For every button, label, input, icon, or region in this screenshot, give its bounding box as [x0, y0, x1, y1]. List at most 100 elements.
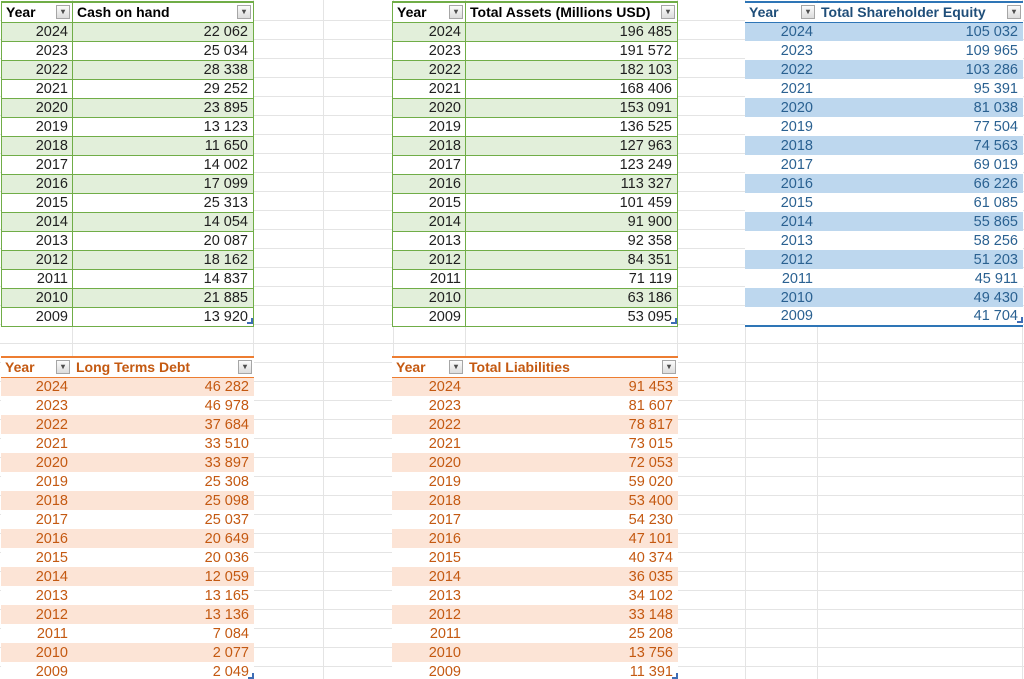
year-cell[interactable]: 2013 [35, 587, 68, 604]
year-cell[interactable]: 2021 [428, 435, 461, 452]
value-cell[interactable]: 123 249 [465, 154, 678, 175]
year-cell[interactable]: 2012 [745, 250, 817, 269]
value-cell[interactable]: 69 019 [973, 156, 1018, 173]
value-cell[interactable]: 36 035 [465, 567, 678, 586]
year-cell[interactable]: 2017 [392, 154, 466, 175]
year-cell[interactable]: 2016 [392, 529, 465, 548]
year-cell[interactable]: 2021 [35, 435, 68, 452]
value-cell[interactable]: 53 400 [465, 491, 678, 510]
value-cell[interactable]: 81 607 [628, 397, 673, 414]
year-cell[interactable]: 2022 [1, 415, 72, 434]
value-cell[interactable]: 17 099 [72, 173, 254, 194]
year-cell[interactable]: 2017 [35, 511, 68, 528]
value-cell[interactable]: 21 885 [72, 287, 254, 308]
year-cell[interactable]: 2024 [1, 377, 72, 396]
filter-dropdown-button[interactable]: ▾ [449, 360, 463, 375]
value-cell[interactable]: 14 002 [72, 154, 254, 175]
year-header-cell[interactable]: Year ▾ [392, 357, 465, 378]
value-cell[interactable]: 22 062 [72, 21, 254, 42]
value-cell[interactable]: 13 136 [72, 605, 254, 624]
year-cell[interactable]: 2009 [428, 663, 461, 679]
value-cell[interactable]: 77 504 [973, 118, 1018, 135]
year-cell[interactable]: 2010 [392, 287, 466, 308]
year-cell[interactable]: 2009 [780, 308, 813, 324]
year-cell[interactable]: 2011 [36, 625, 68, 642]
year-cell[interactable]: 2022 [1, 59, 73, 80]
year-cell[interactable]: 2024 [745, 22, 817, 41]
value-cell[interactable]: 11 391 [465, 662, 678, 679]
value-cell[interactable]: 13 756 [465, 643, 678, 662]
year-cell[interactable]: 2022 [392, 415, 465, 434]
year-cell[interactable]: 2016 [745, 174, 817, 193]
value-cell[interactable]: 55 865 [817, 212, 1023, 231]
year-cell[interactable]: 2011 [781, 270, 813, 287]
value-cell[interactable]: 92 358 [465, 230, 678, 251]
year-cell[interactable]: 2023 [1, 40, 73, 61]
value-cell[interactable]: 2 049 [72, 662, 254, 679]
value-cell[interactable]: 84 351 [465, 249, 678, 270]
filter-dropdown-button[interactable]: ▾ [237, 5, 251, 20]
year-cell[interactable]: 2023 [780, 42, 813, 59]
value-cell[interactable]: 14 054 [72, 211, 254, 232]
year-header-cell[interactable]: Year ▾ [745, 2, 817, 23]
value-cell[interactable]: 63 186 [465, 287, 678, 308]
year-cell[interactable]: 2012 [392, 605, 465, 624]
value-cell[interactable]: 25 037 [204, 511, 249, 528]
year-cell[interactable]: 2017 [428, 511, 461, 528]
year-cell[interactable]: 2009 [35, 663, 68, 679]
value-cell[interactable]: 153 091 [465, 97, 678, 118]
year-cell[interactable]: 2016 [1, 173, 73, 194]
value-cell[interactable]: 49 430 [817, 288, 1023, 307]
value-cell[interactable]: 51 203 [817, 250, 1023, 269]
value-cell[interactable]: 25 308 [204, 473, 249, 490]
value-cell[interactable]: 196 485 [465, 21, 678, 42]
value-cell[interactable]: 47 101 [465, 529, 678, 548]
value-cell[interactable]: 78 817 [465, 415, 678, 434]
year-cell[interactable]: 2023 [392, 40, 466, 61]
year-cell[interactable]: 2015 [1, 192, 73, 213]
value-header-cell[interactable]: Total Liabilities ▾ [465, 357, 678, 378]
year-cell[interactable]: 2020 [1, 97, 73, 118]
value-cell[interactable]: 33 510 [204, 435, 249, 452]
filter-dropdown-button[interactable]: ▾ [449, 5, 463, 20]
value-cell[interactable]: 103 286 [817, 60, 1023, 79]
year-cell[interactable]: 2010 [392, 643, 465, 662]
value-cell[interactable]: 95 391 [973, 80, 1018, 97]
value-cell[interactable]: 2 077 [72, 643, 254, 662]
year-cell[interactable]: 2024 [392, 21, 466, 42]
year-cell[interactable]: 2015 [780, 194, 813, 211]
year-cell[interactable]: 2010 [1, 287, 73, 308]
value-cell[interactable]: 33 897 [72, 453, 254, 472]
value-cell[interactable]: 91 900 [465, 211, 678, 232]
value-cell[interactable]: 45 911 [974, 270, 1018, 287]
value-cell[interactable]: 13 165 [204, 587, 249, 604]
value-cell[interactable]: 74 563 [817, 136, 1023, 155]
value-cell[interactable]: 28 338 [72, 59, 254, 80]
value-cell[interactable]: 61 085 [973, 194, 1018, 211]
value-cell[interactable]: 7 084 [212, 625, 249, 642]
value-header-cell[interactable]: Total Shareholder Equity ▾ [817, 2, 1023, 23]
year-cell[interactable]: 2011 [429, 625, 461, 642]
year-cell[interactable]: 2024 [392, 377, 465, 396]
filter-dropdown-button[interactable]: ▾ [56, 360, 70, 375]
value-cell[interactable]: 18 162 [72, 249, 254, 270]
year-cell[interactable]: 2021 [1, 78, 73, 99]
year-header-cell[interactable]: Year ▾ [1, 357, 72, 378]
value-cell[interactable]: 113 327 [465, 173, 678, 194]
value-cell[interactable]: 59 020 [628, 473, 673, 490]
filter-dropdown-button[interactable]: ▾ [56, 5, 70, 20]
value-cell[interactable]: 101 459 [465, 192, 678, 213]
year-cell[interactable]: 2020 [745, 98, 817, 117]
year-cell[interactable]: 2013 [428, 587, 461, 604]
year-cell[interactable]: 2020 [1, 453, 72, 472]
year-cell[interactable]: 2012 [1, 249, 73, 270]
filter-dropdown-button[interactable]: ▾ [662, 360, 676, 375]
value-cell[interactable]: 25 313 [72, 192, 254, 213]
year-cell[interactable]: 2018 [745, 136, 817, 155]
value-cell[interactable]: 29 252 [72, 78, 254, 99]
value-cell[interactable]: 13 920 [72, 306, 254, 327]
year-cell[interactable]: 2016 [392, 173, 466, 194]
value-header-cell[interactable]: Total Assets (Millions USD) ▾ [465, 1, 678, 23]
year-cell[interactable]: 2009 [392, 306, 466, 327]
value-cell[interactable]: 25 208 [628, 625, 673, 642]
